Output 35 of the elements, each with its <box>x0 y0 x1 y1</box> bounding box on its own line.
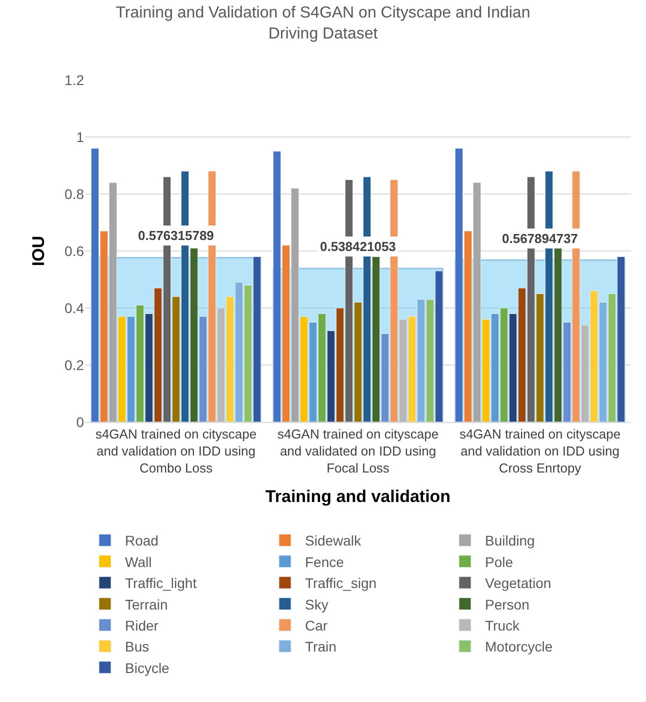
legend-label: Bicycle <box>125 660 170 676</box>
legend-label: Car <box>305 617 328 634</box>
x-tick-label: s4GAN trained on cityscape and validation on IDD using Cross Enrtopy <box>459 426 621 476</box>
legend-label: Pole <box>485 554 514 570</box>
y-tick-label: 0 <box>76 414 84 430</box>
legend-label: Fence <box>305 554 344 570</box>
y-tick-label: 0.4 <box>64 300 84 316</box>
y-tick-label: 0.8 <box>64 186 84 202</box>
legend-label: Person <box>485 596 530 612</box>
y-tick-label: 1.2 <box>64 72 84 88</box>
legend-label: Train <box>305 638 336 655</box>
y-tick-label: 0.6 <box>64 242 84 259</box>
legend-label: Building <box>485 532 535 549</box>
x-tick-label: s4GAN trained on cityscape and validation on IDD using Combo Loss <box>95 426 257 476</box>
legend-label: Bus <box>125 638 150 655</box>
data-label: 0.576315789 <box>138 228 214 243</box>
legend-label: Road <box>125 532 158 549</box>
legend-label: Traffic_sign <box>305 575 377 592</box>
legend-label: Wall <box>125 554 152 570</box>
y-axis-title: IOU <box>29 236 48 266</box>
legend-label: Traffic_light <box>125 575 197 592</box>
x-axis-title: Training and validation <box>265 486 451 506</box>
y-tick-label: 0.2 <box>64 356 84 373</box>
legend-label: Truck <box>485 617 520 634</box>
data-label: 0.538421053 <box>320 239 396 254</box>
legend-label: Vegetation <box>485 575 552 592</box>
legend-label: Sidewalk <box>305 532 362 549</box>
legend-label: Motorcycle <box>485 638 553 655</box>
legend-label: Rider <box>125 617 159 634</box>
data-label: 0.567894737 <box>502 231 578 246</box>
legend-label: Sky <box>305 596 328 612</box>
x-tick-label: s4GAN trained on cityscape and validated on IDD using Focal Loss <box>277 426 439 476</box>
legend-label: Terrain <box>125 596 168 612</box>
y-tick-label: 1 <box>76 128 84 145</box>
chart-title: Training and Validation of S4GAN on Cityscape and Indian Driving Dataset <box>116 4 530 42</box>
